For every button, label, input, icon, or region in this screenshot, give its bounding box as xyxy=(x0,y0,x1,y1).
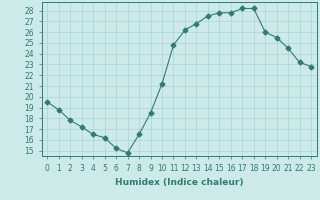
X-axis label: Humidex (Indice chaleur): Humidex (Indice chaleur) xyxy=(115,178,244,187)
